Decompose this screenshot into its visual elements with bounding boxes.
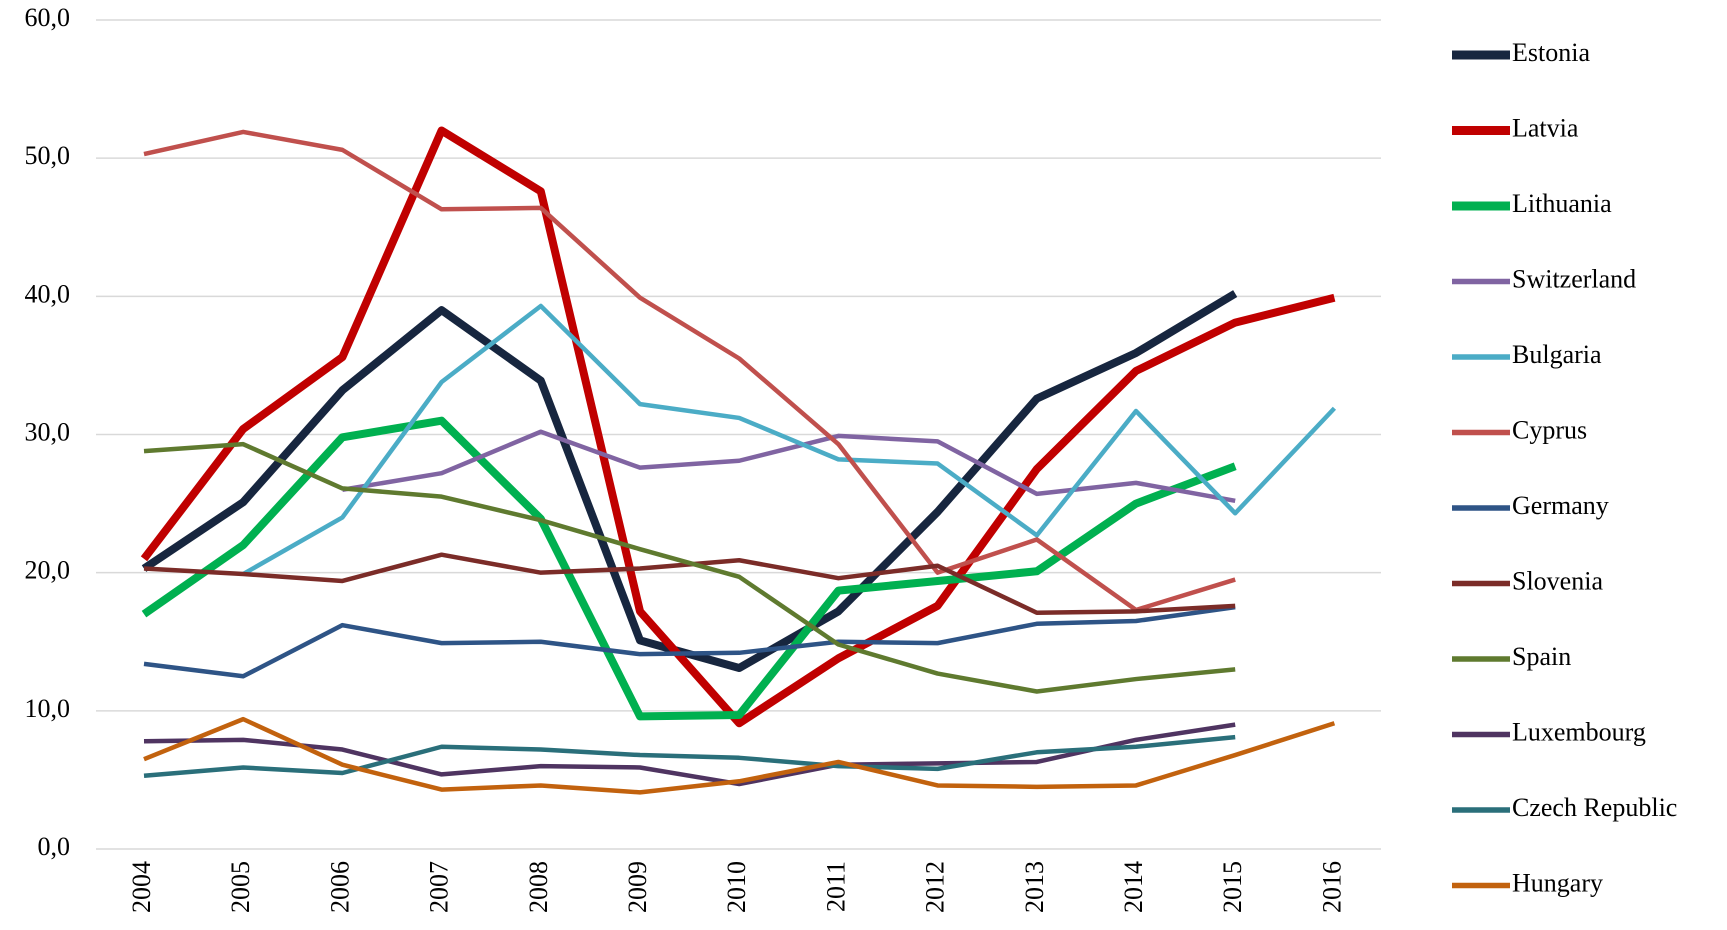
y-tick-label: 60,0 bbox=[25, 3, 71, 32]
x-tick-label: 2005 bbox=[226, 861, 255, 913]
x-tick-label: 2014 bbox=[1119, 861, 1148, 913]
y-tick-label: 20,0 bbox=[25, 556, 71, 585]
series-line bbox=[141, 416, 1237, 721]
x-tick-label: 2012 bbox=[921, 861, 950, 913]
x-tick-label: 2016 bbox=[1317, 861, 1346, 913]
legend-label: Germany bbox=[1512, 491, 1609, 520]
legend-label: Czech Republic bbox=[1512, 793, 1677, 822]
series-line bbox=[143, 722, 1236, 787]
x-tick-label: 2006 bbox=[325, 861, 354, 913]
legend-label: Switzerland bbox=[1512, 264, 1636, 293]
legend-label: Spain bbox=[1512, 642, 1571, 671]
legend-label: Luxembourg bbox=[1512, 717, 1646, 746]
series-line bbox=[143, 604, 1236, 679]
x-tick-label: 2010 bbox=[722, 861, 751, 913]
y-tick-label: 50,0 bbox=[25, 141, 71, 170]
legend-label: Slovenia bbox=[1512, 566, 1603, 595]
y-tick-label: 30,0 bbox=[25, 417, 71, 446]
x-tick-label: 2004 bbox=[127, 861, 156, 913]
x-tick-label: 2007 bbox=[425, 861, 454, 913]
series-line bbox=[140, 126, 1336, 728]
series-line bbox=[242, 303, 1337, 577]
x-tick-label: 2009 bbox=[623, 861, 652, 913]
legend-label: Estonia bbox=[1512, 38, 1590, 67]
series-line bbox=[342, 429, 1236, 504]
y-tick-label: 10,0 bbox=[25, 694, 71, 723]
series-line bbox=[143, 441, 1236, 694]
series-line bbox=[143, 734, 1236, 779]
legend-label: Cyprus bbox=[1512, 415, 1587, 444]
legend-label: Lithuania bbox=[1512, 189, 1612, 218]
series-line bbox=[143, 716, 1336, 795]
x-tick-label: 2011 bbox=[821, 861, 850, 912]
x-tick-label: 2015 bbox=[1218, 861, 1247, 913]
legend-label: Latvia bbox=[1512, 113, 1579, 142]
y-tick-label: 40,0 bbox=[25, 279, 71, 308]
series-line bbox=[143, 129, 1236, 613]
x-tick-label: 2013 bbox=[1020, 861, 1049, 913]
legend-label: Bulgaria bbox=[1512, 340, 1602, 369]
y-tick-label: 0,0 bbox=[38, 832, 71, 861]
x-tick-label: 2008 bbox=[524, 861, 553, 913]
legend-label: Hungary bbox=[1512, 868, 1603, 897]
